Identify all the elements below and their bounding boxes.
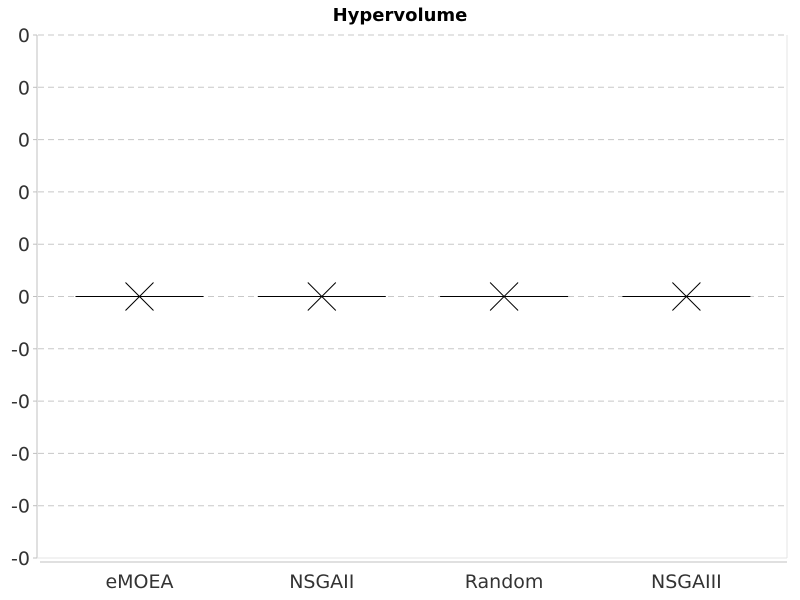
x-tick-label: NSGAII: [289, 571, 354, 593]
box-marks: [75, 282, 751, 311]
y-tick-label: -0: [11, 443, 30, 465]
x-axis-ticks: eMOEA NSGAII Random NSGAIII: [105, 571, 721, 593]
y-tick-label: 0: [18, 77, 30, 99]
x-tick-label: NSGAIII: [651, 571, 722, 593]
y-tick-label: -0: [11, 496, 30, 518]
x-tick-label: Random: [465, 571, 544, 593]
x-tick-label: eMOEA: [105, 571, 173, 593]
y-tick-label: 0: [18, 130, 30, 152]
mean-marker: [672, 282, 701, 311]
axes: [36, 35, 788, 563]
mean-marker: [489, 282, 519, 311]
y-tick-label: 0: [18, 25, 30, 47]
y-tick-label: -0: [11, 339, 30, 361]
y-tick-label: 0: [18, 287, 30, 309]
y-tick-label: -0: [11, 548, 30, 570]
y-tick-label: 0: [18, 234, 30, 256]
chart-title: Hypervolume: [333, 5, 468, 26]
y-tick-label: 0: [18, 182, 30, 204]
mean-marker: [125, 282, 154, 311]
y-tick-label: -0: [11, 391, 30, 413]
mean-marker: [307, 282, 337, 311]
y-axis-ticks: 0 0 0 0 0 0 -0 -0 -0 -0 -0: [11, 25, 37, 570]
